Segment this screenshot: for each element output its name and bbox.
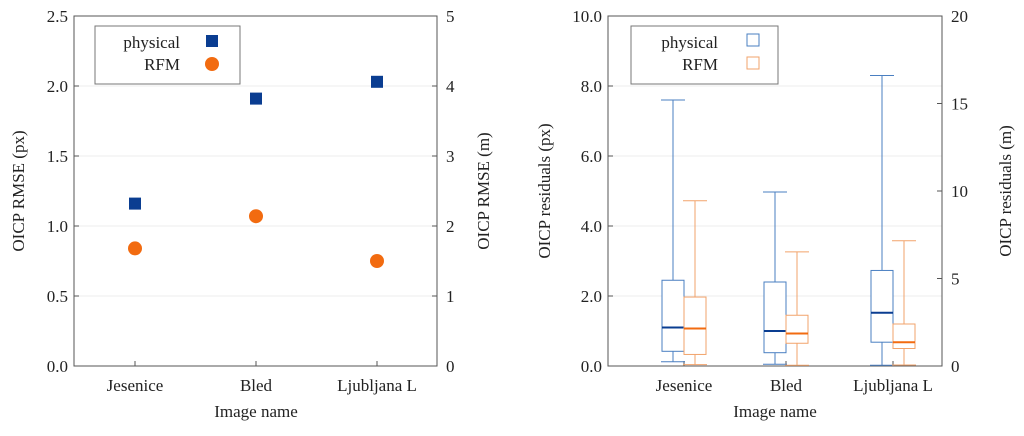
left-y2-tick-label: 2 bbox=[446, 217, 455, 236]
rfm-residual-box bbox=[892, 323, 916, 349]
right-y2-tick-label: 20 bbox=[951, 7, 968, 26]
right-y2-tick-label: 10 bbox=[951, 182, 968, 201]
left-x-tick-label: Bled bbox=[240, 376, 273, 395]
right-x-tick-label: Bled bbox=[770, 376, 803, 395]
right-y2-tick-label: 0 bbox=[951, 357, 960, 376]
residuals-legend-rfm-box-icon bbox=[746, 56, 760, 70]
right-y-tick-label: 6.0 bbox=[581, 147, 602, 166]
physical-residual-box bbox=[870, 269, 894, 343]
rmse-legend-label-rfm: RFM bbox=[144, 55, 180, 74]
rmse-y-ticks: 0.0 0.5 1.0 1.5 2.0 2.5 bbox=[47, 7, 79, 376]
right-y-tick-label: 8.0 bbox=[581, 77, 602, 96]
rfm-rmse-point bbox=[370, 254, 384, 268]
right-y2-tick-label: 15 bbox=[951, 95, 968, 114]
right-x-tick-label: Ljubljana L bbox=[853, 376, 933, 395]
left-y-tick-label: 0.0 bbox=[47, 357, 68, 376]
rmse-data-marks bbox=[128, 75, 384, 268]
right-y-tick-label: 4.0 bbox=[581, 217, 602, 236]
rmse-legend: physical RFM bbox=[94, 25, 241, 85]
left-y-tick-label: 2.0 bbox=[47, 77, 68, 96]
physical-residual-box bbox=[763, 281, 787, 354]
residuals-legend-physical-box-icon bbox=[746, 33, 760, 47]
right-y-tick-label: 10.0 bbox=[572, 7, 602, 26]
residuals-box-marks bbox=[661, 75, 916, 366]
residuals-x-ticks: Jesenice Bled Ljubljana L bbox=[656, 361, 933, 395]
left-x-tick-label: Jesenice bbox=[107, 376, 164, 395]
left-x-tick-label: Ljubljana L bbox=[337, 376, 417, 395]
right-y2-tick-label: 5 bbox=[951, 270, 960, 289]
rmse-chart-panel: 0.0 0.5 1.0 1.5 2.0 2.5 0 1 2 3 4 5 Jesenice Bled Lj… bbox=[9, 7, 493, 421]
physical-residual-box bbox=[661, 279, 685, 352]
rfm-rmse-point bbox=[128, 241, 142, 256]
residuals-y2-axis-label: OICP residuals (m) bbox=[996, 125, 1015, 257]
residuals-y-axis-label: OICP residuals (px) bbox=[535, 123, 554, 258]
residuals-y-ticks: 0.0 2.0 4.0 6.0 8.0 10.0 bbox=[572, 7, 613, 376]
residuals-chart-panel: 0.0 2.0 4.0 6.0 8.0 10.0 0 5 10 15 20 Jesenice Ble… bbox=[535, 7, 1015, 421]
rfm-residual-box bbox=[785, 314, 809, 344]
residuals-legend-label-physical: physical bbox=[661, 33, 718, 52]
physical-rmse-point bbox=[371, 75, 383, 88]
rfm-residual-box bbox=[683, 296, 707, 355]
rmse-y-axis-label: OICP RMSE (px) bbox=[9, 130, 28, 251]
rfm-rmse-point bbox=[249, 209, 263, 224]
rmse-legend-label-physical: physical bbox=[123, 33, 180, 52]
left-y-tick-label: 1.5 bbox=[47, 147, 68, 166]
physical-rmse-point bbox=[129, 197, 141, 210]
right-x-tick-label: Jesenice bbox=[656, 376, 713, 395]
rmse-legend-square-marker bbox=[206, 35, 218, 47]
right-y-tick-label: 2.0 bbox=[581, 287, 602, 306]
residuals-y2-ticks: 0 5 10 15 20 bbox=[937, 7, 968, 376]
rmse-x-ticks: Jesenice Bled Ljubljana L bbox=[107, 361, 417, 395]
left-y2-tick-label: 5 bbox=[446, 7, 455, 26]
left-y2-tick-label: 0 bbox=[446, 357, 455, 376]
rmse-legend-circle-marker bbox=[205, 57, 219, 71]
physical-rmse-point bbox=[250, 92, 262, 105]
residuals-x-axis-label: Image name bbox=[733, 402, 817, 421]
right-y-tick-label: 0.0 bbox=[581, 357, 602, 376]
residuals-legend-label-rfm: RFM bbox=[682, 55, 718, 74]
left-y2-tick-label: 3 bbox=[446, 147, 455, 166]
residuals-legend: physical RFM bbox=[630, 25, 779, 85]
residuals-legend-box bbox=[630, 25, 779, 85]
left-y-tick-label: 2.5 bbox=[47, 7, 68, 26]
left-y-tick-label: 1.0 bbox=[47, 217, 68, 236]
left-y-tick-label: 0.5 bbox=[47, 287, 68, 306]
left-y2-tick-label: 4 bbox=[446, 77, 455, 96]
rmse-y2-axis-label: OICP RMSE (m) bbox=[474, 132, 493, 249]
left-y2-tick-label: 1 bbox=[446, 287, 455, 306]
rmse-y2-ticks: 0 1 2 3 4 5 bbox=[432, 7, 455, 376]
rmse-x-axis-label: Image name bbox=[214, 402, 298, 421]
